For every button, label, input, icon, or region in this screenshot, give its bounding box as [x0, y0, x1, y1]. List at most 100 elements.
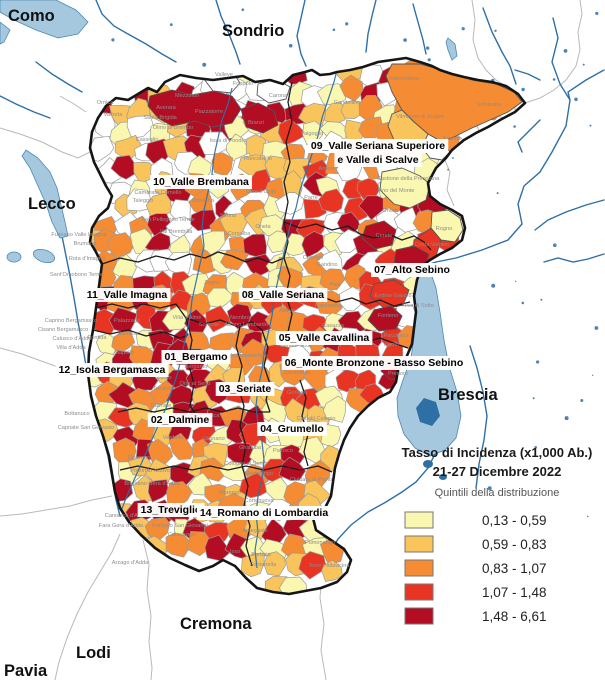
lakelet-speck: [594, 326, 599, 330]
municipality-label: Cornalba: [228, 231, 252, 237]
district-label-box: [215, 382, 275, 396]
province-label-lodi: Lodi: [76, 644, 111, 662]
river: [423, 17, 571, 267]
legend-title: Tasso di Incidenza (x1,000 Ab.): [402, 445, 593, 460]
municipality-label: Palazzago: [114, 318, 140, 324]
lakelet-speck: [169, 23, 173, 26]
district-label-04: 04_Grumello: [260, 423, 324, 435]
municipality-cell: [211, 152, 234, 177]
municipality-cell: [218, 461, 245, 482]
municipality-label: Valtorta: [104, 112, 124, 118]
municipality-label: San Pellegrino Terme: [141, 217, 194, 223]
municipality-label: Caravaggio: [168, 532, 197, 538]
lakelet-speck: [564, 416, 569, 421]
district-boundary: [283, 81, 293, 259]
river: [469, 345, 488, 489]
municipality-label: Pontida: [88, 335, 108, 341]
lakelet-speck: [427, 58, 431, 62]
municipality-label: Ranzanico: [315, 303, 341, 309]
municipality-label: Parre: [304, 195, 318, 201]
municipality-cell: [219, 213, 248, 238]
municipality-label: Valbondione: [389, 76, 420, 82]
river: [482, 7, 517, 85]
lakelet-speck: [534, 446, 537, 449]
lakelet-speck: [591, 374, 594, 376]
municipality-label: Capriate San Gervasio: [58, 425, 115, 431]
municipality-label: Nembro: [230, 315, 250, 321]
legend-row: 0,83 - 1,07: [404, 559, 547, 577]
river: [35, 61, 83, 93]
river: [296, 0, 307, 67]
municipality-label: Zogno: [204, 280, 220, 286]
district-label-box: [55, 363, 169, 377]
municipality-cell: [188, 188, 214, 215]
district-boundary: [185, 317, 197, 415]
district-label-02: 02_Dalmine: [151, 414, 210, 426]
municipality-cell: [147, 89, 242, 128]
district-label-12: 12_Isola Bergamasca: [59, 364, 166, 376]
municipality-label: Cortenuova: [245, 498, 275, 504]
lake: [32, 248, 56, 264]
municipality-label: Castelli Calepio: [297, 416, 336, 422]
municipality-label: Brignano Gera d'Adda: [124, 481, 180, 487]
municipality-label: Ciserano: [128, 455, 150, 461]
municipality-label: Antegnate: [242, 528, 268, 534]
lakelet-speck: [111, 38, 115, 42]
municipality-cell: [165, 532, 193, 558]
legend-period: 21-27 Dicembre 2022: [433, 464, 562, 479]
district-boundary: [235, 325, 253, 567]
municipality-cell: [147, 213, 171, 237]
municipality-cell: [319, 268, 346, 291]
lakelet-speck: [491, 283, 496, 288]
municipality-label: Zandobbio: [284, 370, 310, 376]
district-label-08: 08_Valle Seriana: [242, 289, 324, 301]
municipality-cell: [164, 251, 192, 276]
municipality-cell: [241, 552, 265, 578]
municipality-cell: [301, 230, 325, 258]
municipality-label: Oltre il Colle: [246, 189, 276, 195]
bergamo-province-outline: [86, 56, 527, 596]
municipality-label: Predore: [388, 371, 408, 377]
municipality-cell: [322, 395, 347, 423]
district-label-11: 11_Valle Imagna: [87, 289, 168, 301]
municipality-label: Olmo al Brembo: [153, 125, 193, 131]
river: [567, 69, 605, 101]
province-border-line: [443, 157, 455, 207]
municipality-label: Pumenengo: [305, 540, 335, 546]
province-border-line: [54, 533, 121, 680]
municipality-label: Rogno: [436, 226, 452, 232]
river: [365, 0, 377, 53]
municipality-label: Parzanica: [384, 333, 410, 339]
lakelet-speck: [540, 298, 543, 301]
municipality-label: Scanzorosciate: [229, 353, 267, 359]
municipality-cell: [168, 432, 195, 461]
lakelet-speck: [595, 11, 599, 15]
municipality-label: Verdello: [163, 435, 183, 441]
district-boundary: [359, 233, 432, 251]
municipality-label: Fino del Monte: [377, 188, 414, 194]
municipality-cell: [204, 534, 231, 562]
province-border-line: [471, 0, 507, 87]
municipality-label: Gorlago: [287, 390, 307, 396]
lakelet-speck: [582, 63, 585, 66]
municipality-label: Costa Volpino: [415, 242, 450, 248]
municipality-label: Azzone: [443, 136, 462, 142]
lakelet-speck: [521, 301, 525, 305]
municipality-cell: [126, 115, 154, 139]
municipality-label: Cividate al Piano: [290, 477, 332, 483]
pond: [423, 460, 433, 468]
district-label-box: [371, 263, 453, 277]
lakelet-speck: [521, 87, 525, 92]
municipality-cell: [166, 481, 193, 509]
lake: [445, 37, 458, 61]
monte-isola-island: [416, 398, 440, 426]
district-label-13: 13_Treviglio: [141, 504, 202, 516]
river: [61, 235, 88, 373]
district-boundary: [185, 317, 263, 331]
municipality-label: Vigolo: [383, 342, 398, 348]
river: [119, 87, 233, 515]
municipality-label: Peia: [329, 282, 341, 288]
lakelet-speck: [447, 168, 449, 171]
